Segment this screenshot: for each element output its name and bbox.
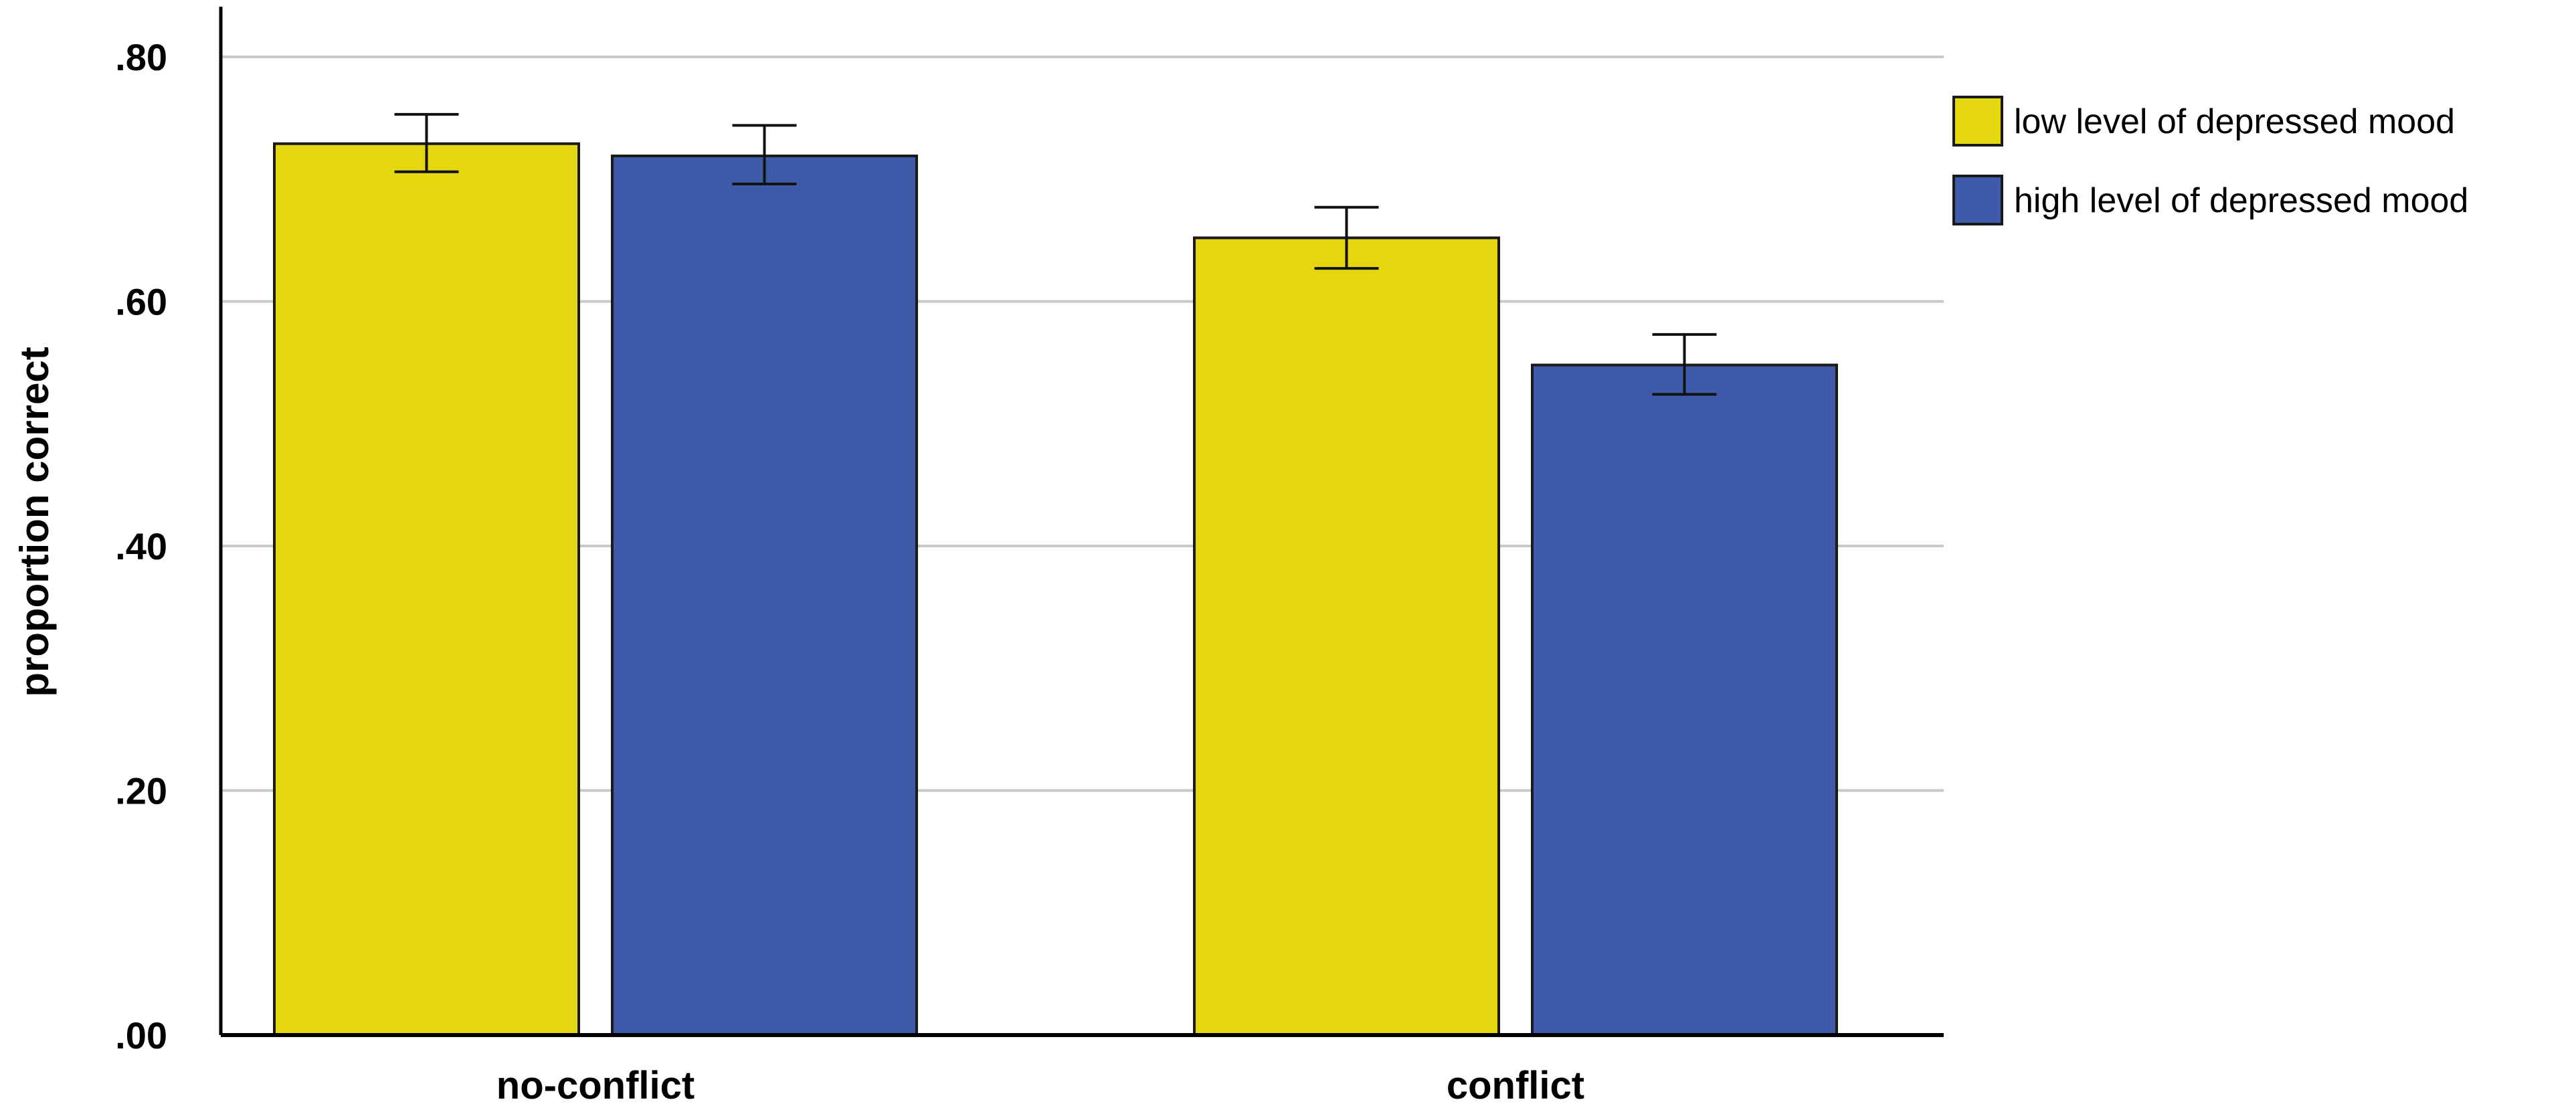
error-bars <box>394 112 1717 396</box>
y-tick-label: .40 <box>115 525 167 567</box>
y-tick-label: .20 <box>115 770 167 812</box>
legend-swatch <box>1952 175 2003 225</box>
y-tick-label: .00 <box>115 1014 167 1056</box>
x-category-label: conflict <box>1447 1064 1584 1107</box>
x-category-label: no-conflict <box>496 1064 695 1107</box>
y-tick-label: .60 <box>115 281 167 323</box>
bar <box>1531 363 1838 1036</box>
bar <box>1193 236 1500 1037</box>
legend: low level of depressed mood high level of… <box>1952 96 2468 225</box>
bars <box>273 142 1838 1037</box>
y-tick-label: .80 <box>115 36 167 78</box>
bar <box>273 142 580 1037</box>
y-axis-title: proportion correct <box>12 347 57 697</box>
legend-swatch <box>1952 96 2003 147</box>
legend-label: high level of depressed mood <box>2014 181 2468 220</box>
axes <box>219 7 1944 1037</box>
y-tick-labels: .00 .20 .40 .60 .80 <box>115 36 167 1056</box>
x-category-labels: no-conflict conflict <box>496 1064 1584 1107</box>
bar <box>611 155 918 1037</box>
legend-label: low level of depressed mood <box>2014 102 2455 141</box>
